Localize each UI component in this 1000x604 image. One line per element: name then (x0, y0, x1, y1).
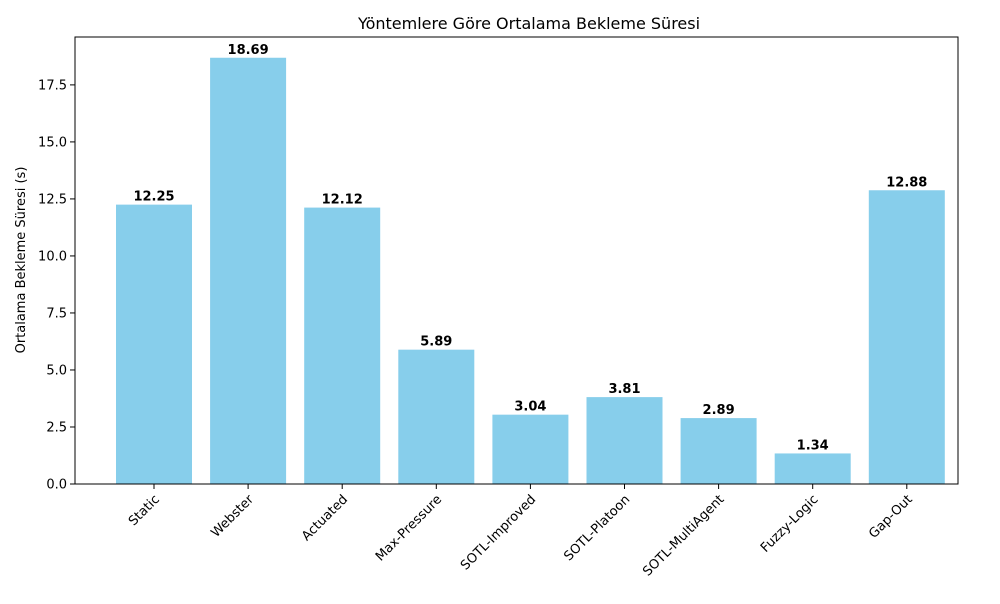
bar (868, 190, 945, 484)
y-tick-label: 7.5 (46, 306, 67, 321)
x-tick-label: Webster (208, 492, 257, 541)
bar (210, 57, 287, 484)
x-tick-label: SOTL-Improved (458, 492, 539, 573)
y-tick-label: 0.0 (46, 478, 67, 493)
x-tick-label: Fuzzy-Logic (758, 492, 821, 555)
y-tick-label: 2.5 (46, 420, 67, 435)
data-labels-group: 12.25 18.69 12.12 5.89 3.04 3.81 2.89 1.34 12.88 (133, 43, 927, 454)
y-tick-label: 15.0 (38, 135, 67, 150)
bar (398, 349, 475, 484)
bar (586, 397, 663, 484)
x-tick-label: Gap-Out (866, 492, 915, 541)
data-label: 12.12 (322, 193, 363, 208)
bars-group (116, 57, 945, 485)
data-label: 18.69 (228, 43, 269, 58)
data-label: 12.25 (133, 190, 174, 205)
data-label: 3.81 (608, 382, 640, 397)
plot-frame (74, 36, 959, 485)
x-tick-label: Static (126, 492, 163, 529)
y-tick-label: 10.0 (38, 249, 67, 264)
bar (680, 418, 757, 484)
y-tick-label: 5.0 (46, 363, 67, 378)
x-axis: Static Webster Actuated Max-Pressure SOTL-Im… (126, 484, 916, 579)
y-tick-label: 17.5 (38, 78, 67, 93)
x-tick-label: SOTL-Platoon (561, 492, 633, 564)
x-tick-label: Actuated (299, 492, 351, 544)
y-axis-label: Ortalama Bekleme Süresi (s) (14, 167, 29, 354)
data-label: 3.04 (514, 400, 546, 415)
data-label: 1.34 (797, 438, 829, 453)
bar (116, 204, 192, 484)
bar (304, 207, 381, 485)
y-tick-label: 12.5 (38, 192, 67, 207)
data-label: 5.89 (420, 335, 452, 350)
x-tick-label: SOTL-MultiAgent (640, 492, 727, 579)
data-label: 2.89 (703, 403, 735, 418)
data-label: 12.88 (886, 175, 927, 190)
y-axis: 0.0 2.5 5.0 7.5 10.0 12.5 15.0 17.5 (38, 78, 75, 493)
chart-title: Yöntemlere Göre Ortalama Bekleme Süresi (357, 14, 700, 33)
x-tick-label: Max-Pressure (373, 492, 445, 564)
bar (492, 414, 569, 484)
bar (774, 453, 851, 484)
